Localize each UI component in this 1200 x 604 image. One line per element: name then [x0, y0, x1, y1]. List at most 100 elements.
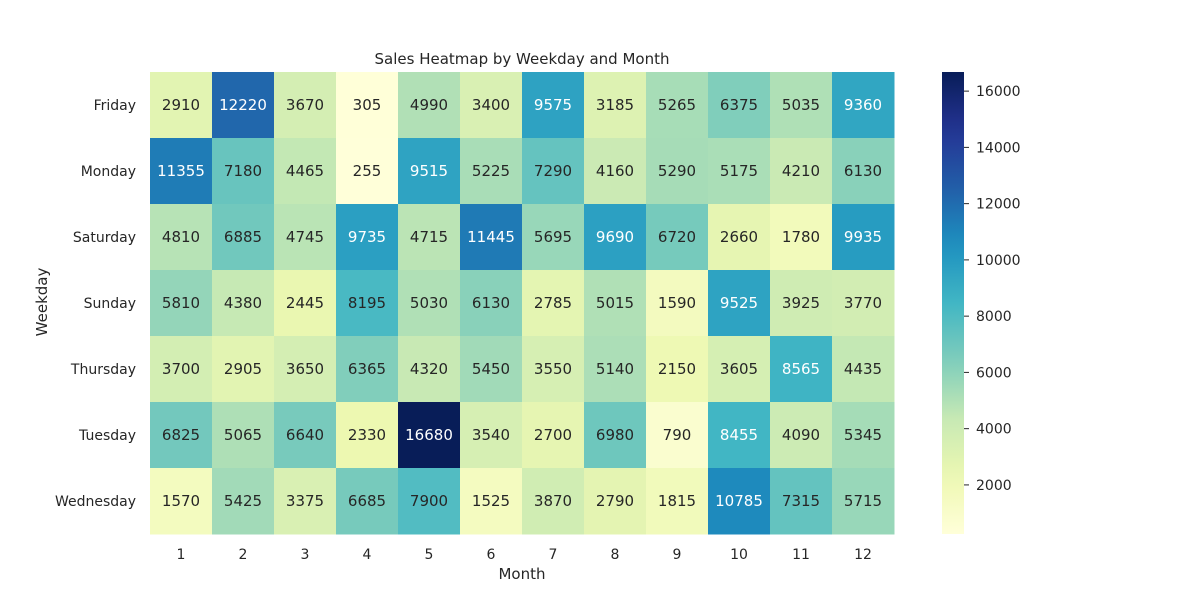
colorbar [942, 72, 964, 534]
heatmap-cell [832, 204, 895, 271]
colorbar-tick-label: 16000 [976, 84, 1021, 100]
cell-value-label: 7315 [782, 492, 820, 510]
x-tick-label: 6 [487, 547, 496, 563]
heatmap-cell [150, 468, 213, 535]
heatmap-cell [646, 204, 709, 271]
heatmap-cell [770, 468, 833, 535]
y-tick-label: Wednesday [55, 494, 136, 510]
cell-value-label: 16680 [405, 426, 453, 444]
heatmap-cell [274, 402, 337, 469]
heatmap-cell [150, 270, 213, 337]
heatmap-cell [770, 270, 833, 337]
heatmap-cell [336, 72, 399, 139]
cell-value-label: 6365 [348, 360, 386, 378]
heatmap-cell [460, 138, 523, 205]
cell-value-label: 9575 [534, 96, 572, 114]
cell-value-label: 9935 [844, 228, 882, 246]
cell-value-label: 3700 [162, 360, 200, 378]
heatmap-cell [522, 72, 585, 139]
heatmap-cell [832, 138, 895, 205]
cell-value-label: 1590 [658, 294, 696, 312]
cell-value-label: 10785 [715, 492, 763, 510]
heatmap-cell [584, 402, 647, 469]
heatmap-cell [460, 72, 523, 139]
cell-value-label: 5450 [472, 360, 510, 378]
heatmap-cell [274, 204, 337, 271]
cell-value-label: 5175 [720, 162, 758, 180]
heatmap-cell [522, 204, 585, 271]
cell-value-label: 5225 [472, 162, 510, 180]
heatmap-cell [522, 336, 585, 403]
cell-value-label: 3925 [782, 294, 820, 312]
heatmap-cell [150, 336, 213, 403]
cell-value-label: 4745 [286, 228, 324, 246]
heatmap-cell [832, 72, 895, 139]
cell-value-label: 3605 [720, 360, 758, 378]
cell-value-label: 255 [353, 162, 382, 180]
heatmap-cell [584, 468, 647, 535]
cell-value-label: 9515 [410, 162, 448, 180]
x-tick-label: 2 [239, 547, 248, 563]
cell-value-label: 4090 [782, 426, 820, 444]
heatmap-cell [274, 72, 337, 139]
colorbar-tick-label: 4000 [976, 422, 1012, 438]
cell-value-label: 2905 [224, 360, 262, 378]
colorbar-tick-label: 12000 [976, 197, 1021, 213]
chart-title: Sales Heatmap by Weekday and Month [375, 50, 670, 68]
x-tick-label: 5 [425, 547, 434, 563]
cell-annotations: 2910 12220 3670 305 4990 3400 9575 3185 5265 6375… [157, 96, 882, 510]
cell-value-label: 6825 [162, 426, 200, 444]
x-axis-label: Month [498, 565, 545, 583]
cell-value-label: 6640 [286, 426, 324, 444]
heatmap-cell [708, 72, 771, 139]
heatmap-cell [212, 138, 275, 205]
y-tick-label: Saturday [73, 230, 136, 246]
y-tick-label: Monday [81, 164, 136, 180]
heatmap-cell [522, 138, 585, 205]
heatmap-cell [212, 468, 275, 535]
cell-value-label: 3650 [286, 360, 324, 378]
cell-value-label: 4810 [162, 228, 200, 246]
cell-value-label: 1780 [782, 228, 820, 246]
heatmap-cell [770, 138, 833, 205]
cell-value-label: 4160 [596, 162, 634, 180]
cell-value-label: 9690 [596, 228, 634, 246]
heatmap-cell [398, 468, 461, 535]
cell-value-label: 7900 [410, 492, 448, 510]
cell-value-label: 4990 [410, 96, 448, 114]
cell-value-label: 9735 [348, 228, 386, 246]
cell-value-label: 2700 [534, 426, 572, 444]
heatmap-cell [398, 204, 461, 271]
cell-value-label: 5425 [224, 492, 262, 510]
heatmap-cell [646, 336, 709, 403]
heatmap-cell [708, 402, 771, 469]
cell-value-label: 5140 [596, 360, 634, 378]
x-tick-label: 11 [792, 547, 810, 563]
cell-value-label: 7290 [534, 162, 572, 180]
heatmap-cell [150, 72, 213, 139]
heatmap-cell [274, 138, 337, 205]
heatmap-cell [212, 204, 275, 271]
cell-value-label: 2785 [534, 294, 572, 312]
heatmap-cell [212, 402, 275, 469]
heatmap-cell [398, 402, 461, 469]
cell-value-label: 9360 [844, 96, 882, 114]
cell-value-label: 1570 [162, 492, 200, 510]
cell-value-label: 2790 [596, 492, 634, 510]
cell-value-label: 305 [353, 96, 382, 114]
heatmap-cell [336, 468, 399, 535]
x-tick-labels: 1 2 3 4 5 6 7 8 9 10 11 12 [177, 547, 872, 563]
x-tick-label: 7 [549, 547, 558, 563]
heatmap-cell [832, 336, 895, 403]
heatmap-cell [150, 204, 213, 271]
heatmap-cell [150, 138, 213, 205]
cell-value-label: 3400 [472, 96, 510, 114]
cell-value-label: 5265 [658, 96, 696, 114]
heatmap-cell [274, 468, 337, 535]
cell-value-label: 2330 [348, 426, 386, 444]
heatmap-cell [398, 72, 461, 139]
cell-value-label: 11445 [467, 228, 515, 246]
heatmap-cell [336, 204, 399, 271]
